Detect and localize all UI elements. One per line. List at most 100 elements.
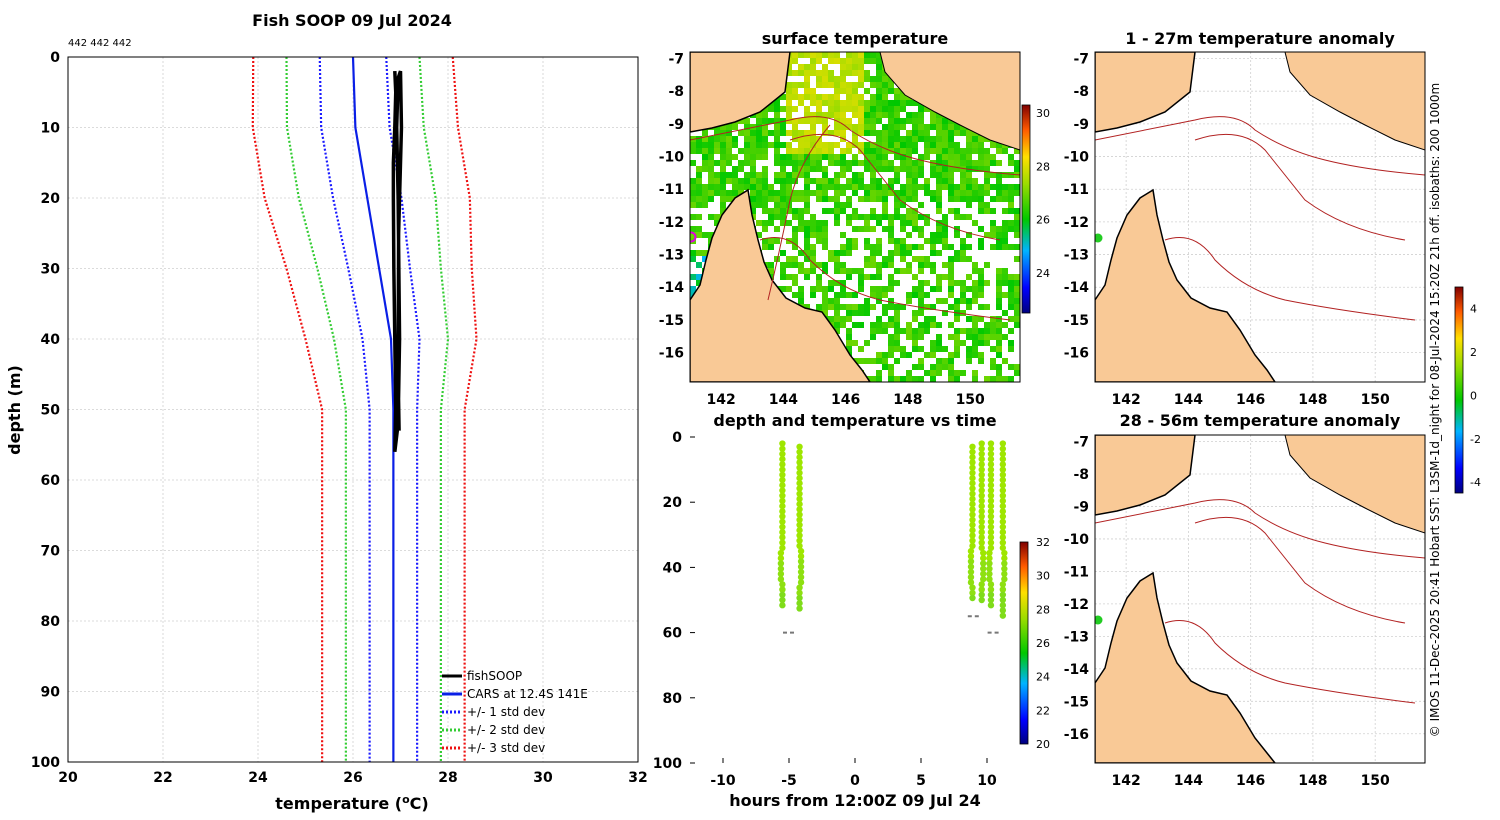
cast-point	[978, 528, 985, 536]
sst-cell	[768, 238, 774, 244]
sst-cell	[876, 250, 882, 256]
cast-point	[987, 497, 995, 505]
anom1-grid	[1095, 52, 1425, 382]
sst-cell	[828, 304, 834, 310]
sst-cell	[822, 208, 828, 214]
sst-cell	[822, 130, 828, 136]
sst-cell	[918, 214, 924, 220]
sst-cell	[888, 286, 894, 292]
sst-cell	[978, 238, 984, 244]
cast-point	[978, 534, 985, 541]
sst-cell	[984, 178, 990, 184]
cast-point	[987, 445, 995, 452]
sst-cell	[978, 148, 984, 154]
sst-cell	[954, 160, 960, 166]
sst-cell	[936, 346, 942, 352]
sst-cell	[900, 214, 906, 220]
sst-cell	[834, 310, 840, 316]
sst-cell	[906, 232, 912, 238]
sst-cell	[996, 274, 1002, 280]
sst-cell	[828, 286, 834, 292]
cast-point	[978, 455, 985, 463]
sst-cell	[888, 322, 894, 328]
sst-cell	[930, 172, 936, 178]
sst-cell	[822, 76, 828, 82]
sst-cell	[804, 166, 810, 172]
cast-point	[969, 542, 976, 550]
sst-cell	[762, 136, 768, 142]
sst-cell	[816, 238, 822, 244]
sst-cell	[954, 166, 960, 172]
sst-cell	[780, 286, 786, 292]
sst-cell	[816, 118, 822, 124]
sst-cell	[888, 298, 894, 304]
sst-cell	[828, 298, 834, 304]
sst-cell	[858, 310, 864, 316]
sst-cell	[870, 160, 876, 166]
sst-cell	[792, 178, 798, 184]
sst-cell	[1008, 304, 1014, 310]
sst-cell	[990, 226, 996, 232]
sst-cell	[822, 70, 828, 76]
sst-cell	[936, 208, 942, 214]
sst-cell	[948, 262, 954, 268]
sst-cell	[714, 220, 720, 226]
fishsoop-line	[391, 70, 404, 453]
sst-cell	[810, 94, 816, 100]
ts-ytick: 100	[653, 756, 682, 772]
sst-cell	[798, 136, 804, 142]
cast-point	[999, 581, 1007, 588]
sst-cell	[960, 166, 966, 172]
sst-cell	[996, 232, 1002, 238]
sst-cell	[780, 274, 786, 280]
sst-cell	[744, 124, 750, 130]
sst-cell	[834, 94, 840, 100]
sst-cell	[876, 76, 882, 82]
sst-cell	[816, 148, 822, 154]
sst-cell	[1002, 334, 1008, 340]
sst-cell	[894, 100, 900, 106]
sst-cell	[852, 322, 858, 328]
sst-cell	[984, 148, 990, 154]
sst-cell	[876, 58, 882, 64]
sst-cell	[714, 142, 720, 148]
cast-point	[978, 461, 985, 468]
sst-cell	[918, 130, 924, 136]
sst-cell	[846, 346, 852, 352]
sst-cell	[978, 268, 984, 274]
sst-cell	[714, 172, 720, 178]
sst-cell	[816, 190, 822, 196]
sst-cell	[930, 370, 936, 376]
cast-point	[967, 553, 975, 560]
sst-cell	[858, 112, 864, 118]
cast-point	[978, 497, 985, 505]
sst-cell	[840, 286, 846, 292]
sst-cell	[906, 112, 912, 118]
sst-cell	[948, 118, 954, 124]
sst-cell	[942, 184, 948, 190]
sst-cell	[1014, 148, 1020, 154]
sst-cell	[846, 166, 852, 172]
anomaly-colorbar-tick: -4	[1470, 476, 1481, 489]
cast-profile	[999, 440, 1008, 619]
sst-cell	[936, 334, 942, 340]
sst-cell	[882, 124, 888, 130]
sst-cell	[996, 376, 1002, 382]
sst-cell	[822, 142, 828, 148]
sst-cell	[972, 184, 978, 190]
sst-cell	[846, 238, 852, 244]
cast-point	[969, 490, 976, 497]
sst-cell	[1002, 184, 1008, 190]
cast-point	[969, 464, 976, 471]
sst-cell	[870, 256, 876, 262]
sst-cell	[960, 178, 966, 184]
sst-cell	[876, 376, 882, 382]
sst-cell	[870, 112, 876, 118]
sst-cell	[960, 328, 966, 334]
sst-cell	[918, 376, 924, 382]
sst-cell	[882, 328, 888, 334]
sst-cell	[798, 298, 804, 304]
sst-cell	[696, 196, 702, 202]
sst-cell	[792, 232, 798, 238]
sst-cell	[900, 100, 906, 106]
